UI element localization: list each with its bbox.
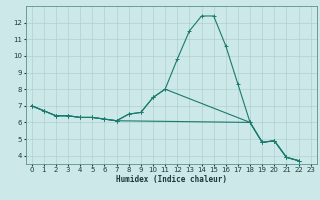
X-axis label: Humidex (Indice chaleur): Humidex (Indice chaleur)	[116, 175, 227, 184]
